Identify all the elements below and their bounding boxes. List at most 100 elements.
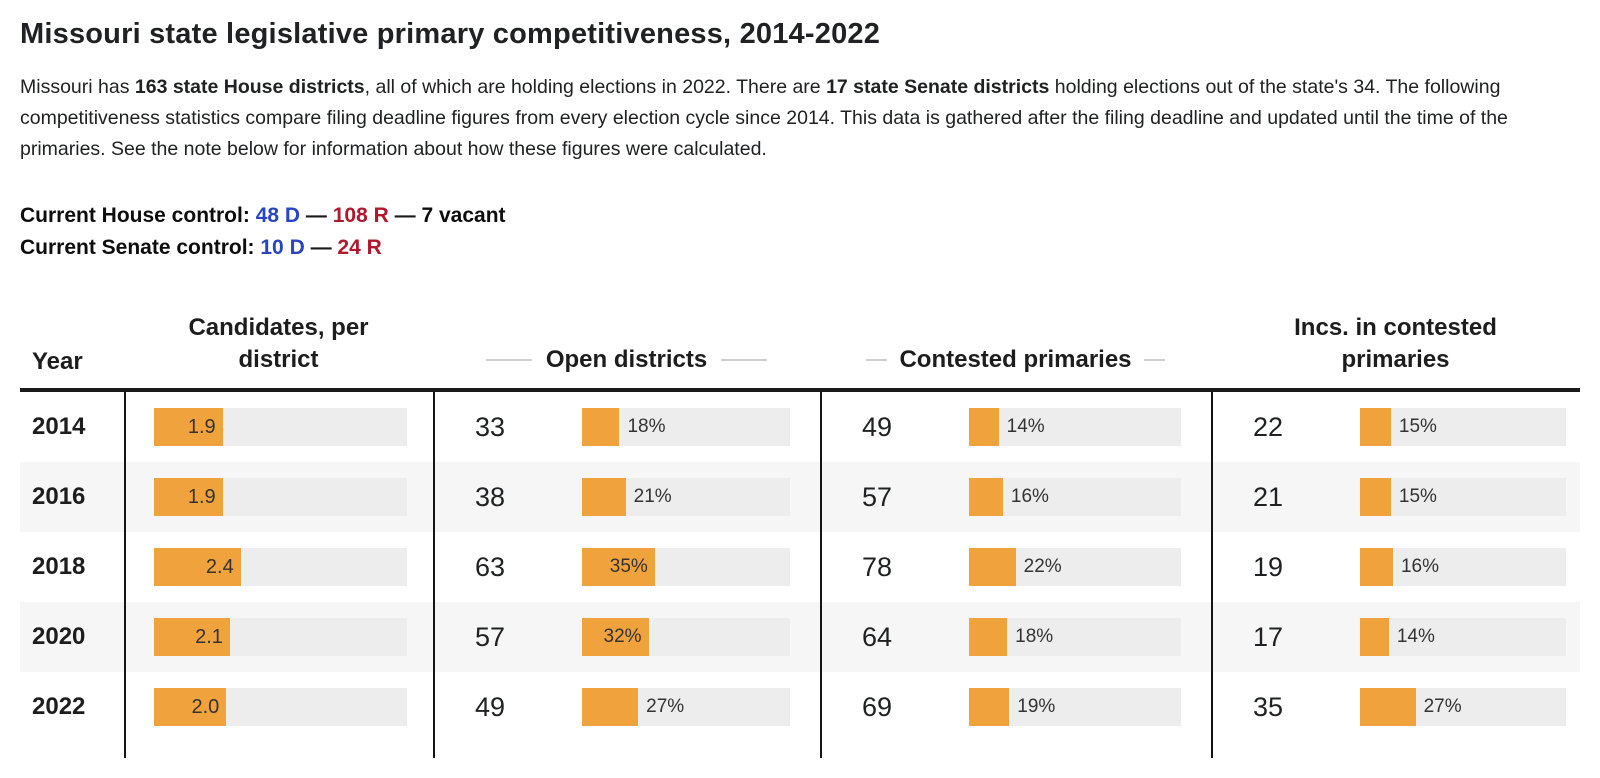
- bar-value-label: 21%: [633, 486, 672, 507]
- stat-cell: 35 27%: [1211, 672, 1580, 742]
- stat-count: 22: [1253, 411, 1284, 442]
- stat-cell: 69 19%: [820, 672, 1211, 742]
- bar-track: 2.1: [154, 618, 407, 656]
- bar-fill: [154, 618, 230, 656]
- header-dash-line: [866, 359, 888, 361]
- stat-cell: 49 27%: [433, 672, 820, 742]
- column-header-candidates: Candidates, per district: [124, 312, 433, 376]
- candidates-cell: 2.4: [124, 532, 433, 602]
- stat-count: 69: [862, 691, 893, 722]
- bar-value-label: 14%: [1006, 416, 1045, 437]
- competitiveness-table: Year Candidates, per district Open distr…: [20, 312, 1580, 758]
- bar-value-label: 2.1: [195, 626, 223, 648]
- bar-value-label: 16%: [1400, 556, 1439, 577]
- dash-separator: —: [394, 204, 416, 227]
- bar-track: 27%: [1360, 688, 1566, 726]
- bar-fill: [582, 408, 620, 446]
- dash-separator: —: [305, 204, 327, 227]
- bar-fill: [1360, 688, 1416, 726]
- bar-value-label: 22%: [1023, 556, 1062, 577]
- column-header-open-districts: Open districts: [433, 344, 820, 376]
- bar-track: 15%: [1360, 478, 1566, 516]
- year-cell: 2018: [32, 553, 86, 580]
- candidates-cell: 1.9: [124, 462, 433, 532]
- bar-value-label: 19%: [1017, 696, 1056, 717]
- bar-value-label: 32%: [603, 626, 642, 647]
- bar-track: 19%: [969, 688, 1181, 726]
- column-header-contested-primaries: Contested primaries: [820, 344, 1211, 376]
- intro-paragraph: Missouri has 163 state House districts, …: [20, 72, 1565, 165]
- bar-value-label: 35%: [609, 556, 648, 577]
- bar-track: 22%: [969, 548, 1181, 586]
- year-cell: 2020: [32, 623, 86, 650]
- stat-count: 63: [475, 551, 506, 582]
- bar-track: 35%: [582, 548, 790, 586]
- stat-cell: 38 21%: [433, 462, 820, 532]
- table-header-row: Year Candidates, per district Open distr…: [20, 312, 1580, 392]
- intro-text: , all of which are holding elections in …: [364, 76, 827, 98]
- bar-fill: [582, 478, 626, 516]
- bar-track: 32%: [582, 618, 790, 656]
- senate-control-line: Current Senate control: 10 D — 24 R: [20, 232, 1580, 264]
- bar-fill: [969, 688, 1010, 726]
- stat-count: 35: [1253, 691, 1284, 722]
- stat-count: 78: [862, 551, 893, 582]
- bar-track: 2.4: [154, 548, 407, 586]
- bar-fill: [969, 548, 1016, 586]
- header-dash-line: [485, 359, 532, 361]
- stat-count: 38: [475, 481, 506, 512]
- bar-track: 2.0: [154, 688, 407, 726]
- intro-text: Missouri has: [20, 76, 135, 98]
- bar-fill: [154, 548, 241, 586]
- column-header-label: Candidates, per district: [188, 314, 369, 373]
- stat-count: 49: [862, 411, 893, 442]
- header-dash-line: [1143, 359, 1165, 361]
- bar-fill: [154, 478, 223, 516]
- bar-fill: [1360, 618, 1389, 656]
- stat-count: 57: [862, 481, 893, 512]
- house-control-line: Current House control: 48 D — 108 R — 7 …: [20, 200, 1580, 232]
- stat-cell: 64 18%: [820, 602, 1211, 672]
- page-title: Missouri state legislative primary compe…: [20, 18, 881, 50]
- stat-count: 17: [1253, 621, 1284, 652]
- bar-fill: [582, 548, 655, 586]
- bar-fill: [582, 688, 639, 726]
- stat-count: 21: [1253, 481, 1284, 512]
- bar-fill: [1360, 548, 1393, 586]
- stat-cell: 78 22%: [820, 532, 1211, 602]
- stat-count: 57: [475, 621, 506, 652]
- bar-value-label: 18%: [627, 416, 666, 437]
- stat-cell: 57 32%: [433, 602, 820, 672]
- filler-cell: [20, 742, 124, 758]
- intro-bold-house-districts: 163 state House districts: [134, 76, 365, 98]
- bar-fill: [154, 688, 227, 726]
- year-cell: 2016: [32, 483, 86, 510]
- bar-track: 16%: [969, 478, 1181, 516]
- intro-bold-senate-districts: 17 state Senate districts: [826, 76, 1050, 98]
- table-border-extension: [20, 742, 1580, 758]
- bar-value-label: 15%: [1398, 416, 1437, 437]
- stat-cell: 21 15%: [1211, 462, 1580, 532]
- bar-track: 14%: [969, 408, 1181, 446]
- year-cell: 2014: [32, 413, 86, 440]
- stat-count: 19: [1253, 551, 1284, 582]
- stat-count: 33: [475, 411, 506, 442]
- bar-fill: [1360, 478, 1391, 516]
- filler-cell: [433, 742, 820, 758]
- bar-track: 21%: [582, 478, 790, 516]
- house-control-label: Current House control:: [20, 204, 250, 227]
- stat-cell: 57 16%: [820, 462, 1211, 532]
- stat-cell: 17 14%: [1211, 602, 1580, 672]
- stat-cell: 63 35%: [433, 532, 820, 602]
- house-vacant-count: 7 vacant: [421, 204, 506, 227]
- column-header-label: Open districts: [545, 346, 708, 373]
- stat-cell: 19 16%: [1211, 532, 1580, 602]
- intro-text: holding elections out of the state's 34.…: [20, 76, 1508, 160]
- senate-rep-count: 24 R: [337, 236, 382, 259]
- senate-dem-count: 10 D: [260, 236, 305, 259]
- column-header-incs-contested: Incs. in contested primaries: [1211, 312, 1580, 376]
- candidates-cell: 2.1: [124, 602, 433, 672]
- bar-fill: [154, 408, 223, 446]
- column-header-label: Contested primaries: [899, 346, 1132, 373]
- bar-fill: [582, 618, 649, 656]
